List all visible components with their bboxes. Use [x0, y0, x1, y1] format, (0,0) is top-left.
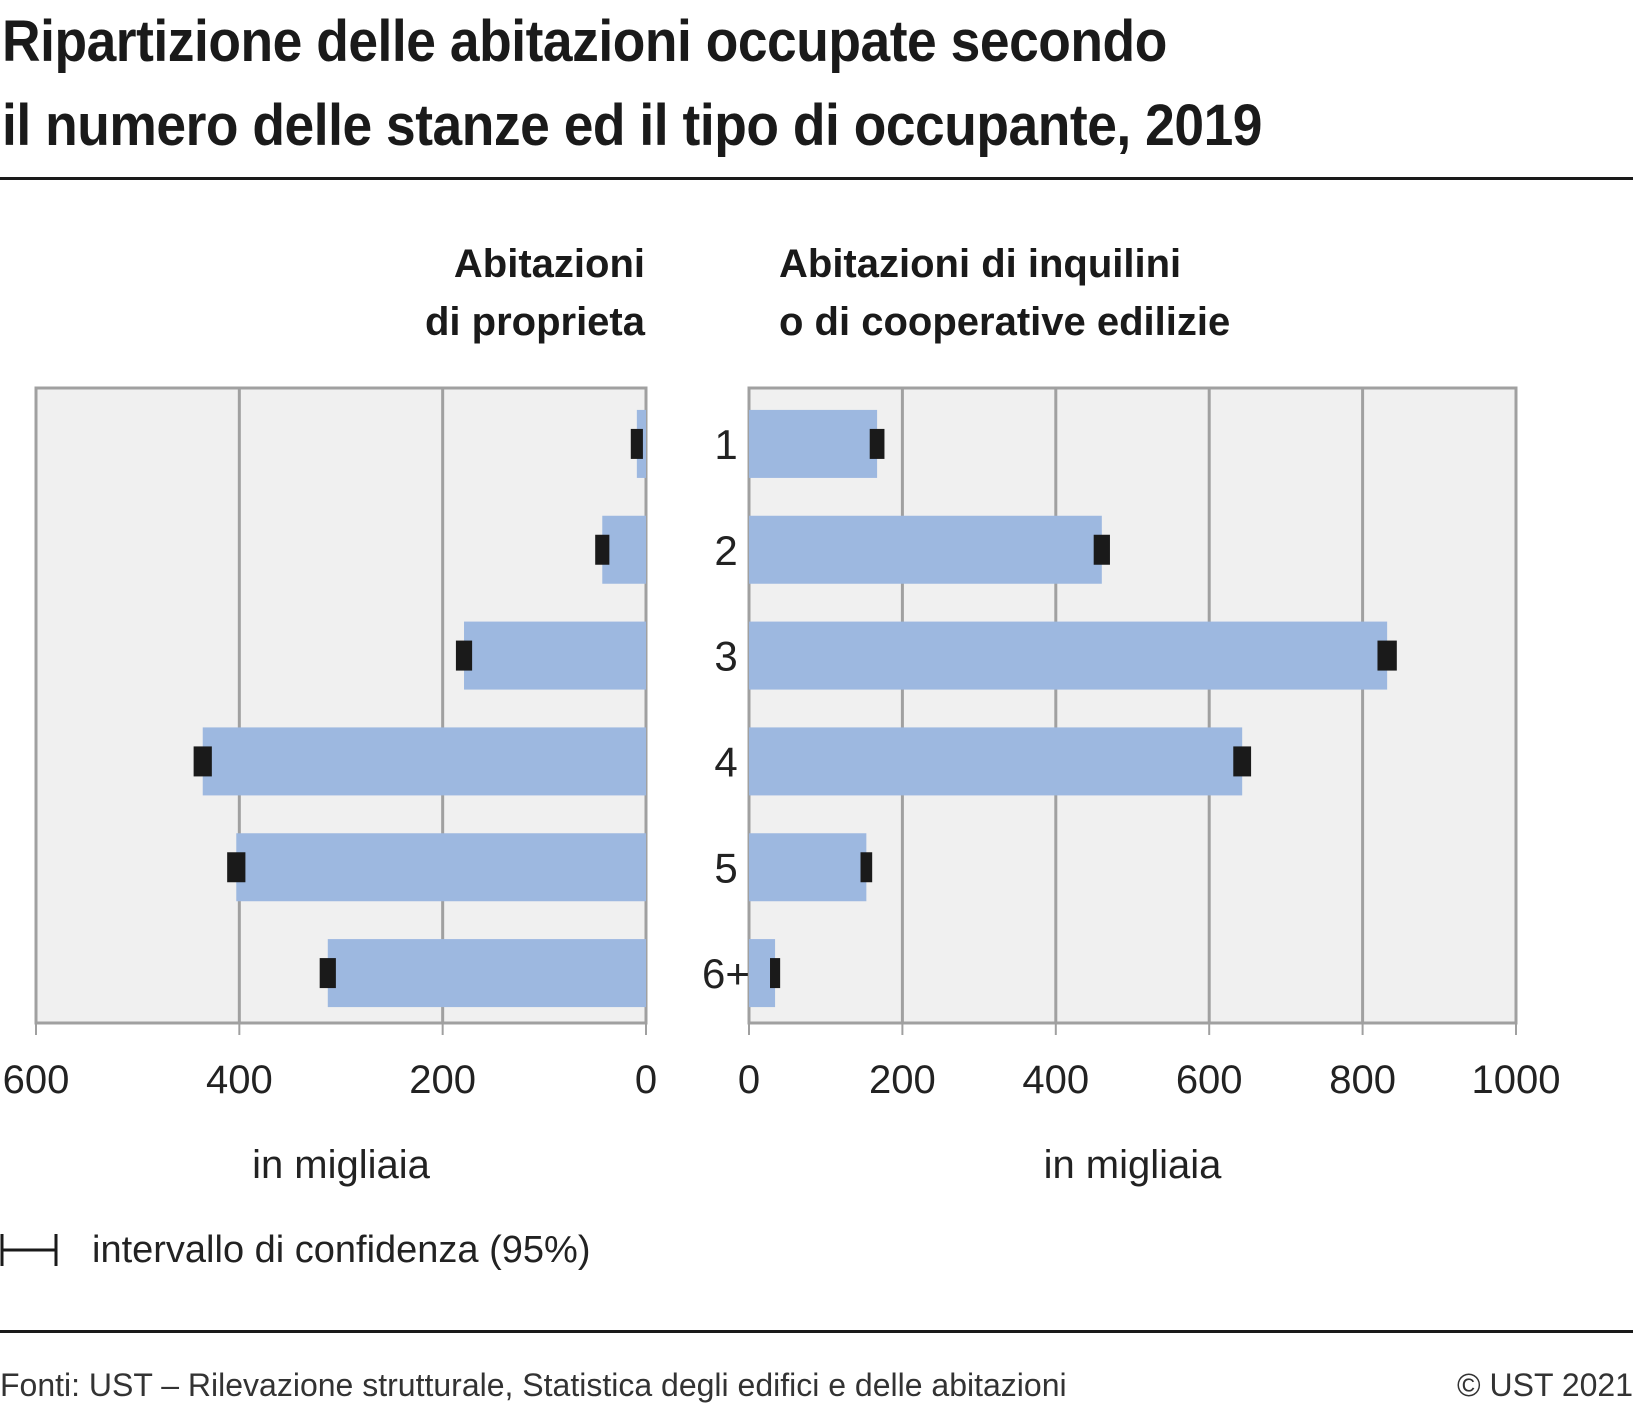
right-tick-label: 600: [1176, 1058, 1243, 1102]
left-frame: [34, 386, 648, 1025]
right-error-bar: [770, 958, 781, 989]
left-error-bar-body: [193, 746, 212, 777]
left-error-bar-body: [455, 640, 473, 671]
right-error-bar: [1093, 534, 1110, 565]
footer-source: Fonti: UST – Rilevazione strutturale, St…: [0, 1367, 1067, 1403]
right-bar: [749, 515, 1102, 584]
right-tick-label: 800: [1329, 1058, 1396, 1102]
legend: intervallo di confidenza (95%): [0, 1225, 591, 1275]
left-bar: [236, 833, 647, 902]
right-error-bar-body: [869, 428, 885, 459]
right-tick-label: 0: [738, 1058, 760, 1102]
right-tick-label: 200: [869, 1058, 936, 1102]
chart-title: Ripartizione delle abitazioni occupate s…: [2, 0, 1612, 168]
left-error-bar-body: [227, 852, 246, 883]
right-plot-area: [749, 388, 1516, 1023]
right-axis-label: in migliaia: [1044, 1143, 1223, 1187]
left-axis-label: in migliaia: [252, 1143, 431, 1187]
category-label: 3: [714, 633, 737, 680]
category-label: 6+: [702, 950, 750, 997]
left-bar: [464, 621, 646, 690]
left-error-bar: [193, 746, 212, 777]
chart-title-line1: Ripartizione delle abitazioni occupate s…: [2, 9, 1167, 74]
left-error-bar: [595, 534, 610, 565]
right-error-bar-body: [1093, 534, 1110, 565]
left-plot-area: [36, 388, 646, 1023]
category-label: 2: [714, 527, 737, 574]
right-error-bar: [1233, 746, 1252, 777]
left-bar: [327, 939, 646, 1008]
footer-copyright: © UST 2021: [1457, 1367, 1633, 1403]
left-tick-label: 400: [206, 1058, 273, 1102]
left-panel-title: Abitazioni di proprieta: [425, 235, 645, 351]
left-bar: [602, 515, 646, 584]
footer-divider: [0, 1330, 1633, 1333]
left-error-bar-body: [630, 428, 643, 459]
left-tick-label: 600: [3, 1058, 70, 1102]
right-panel: 0 200 400 600 800 1000 in migliaia: [738, 386, 1561, 1187]
right-bar: [749, 727, 1243, 796]
left-tick-label: 0: [635, 1058, 657, 1102]
category-label: 5: [714, 844, 737, 891]
right-bar: [749, 409, 878, 478]
left-error-bar: [630, 428, 643, 459]
right-tick-label: 1000: [1472, 1058, 1561, 1102]
title-divider: [0, 177, 1633, 180]
left-panel: 0 200 400 600 in migliaia: [3, 386, 657, 1187]
category-label: 4: [714, 738, 737, 785]
left-error-bar: [319, 958, 336, 989]
category-labels: 1 2 3 4 5 6+: [702, 421, 750, 997]
left-panel-title-line2: di proprieta: [424, 300, 645, 344]
left-bar: [202, 727, 646, 796]
butterfly-bar-chart: 0 200 400 600 in migliaia 0 200 400 600 800 1000 i…: [3, 386, 1561, 1187]
right-panel-title: Abitazioni di inquilini o di cooperative…: [779, 235, 1230, 351]
left-panel-title-line1: Abitazioni: [453, 242, 645, 286]
right-error-bar-body: [770, 958, 781, 989]
right-panel-title-line2: o di cooperative edilizie: [779, 300, 1231, 344]
right-error-bar-body: [1377, 640, 1397, 671]
right-frame: [747, 386, 1518, 1025]
right-error-bar: [860, 852, 873, 883]
right-error-bar-body: [860, 852, 873, 883]
left-error-bar: [455, 640, 473, 671]
confidence-interval-icon: [0, 1234, 58, 1266]
left-tick-label: 200: [409, 1058, 476, 1102]
right-bar: [749, 621, 1388, 690]
right-error-bar-body: [1233, 746, 1252, 777]
category-label: 1: [714, 421, 737, 468]
right-error-bar: [869, 428, 885, 459]
chart-title-line2: il numero delle stanze ed il tipo di occ…: [2, 93, 1263, 158]
right-tick-label: 400: [1022, 1058, 1089, 1102]
left-error-bar: [227, 852, 246, 883]
legend-label: intervallo di confidenza (95%): [92, 1228, 591, 1271]
left-error-bar-body: [595, 534, 610, 565]
right-bar: [749, 833, 867, 902]
right-error-bar: [1377, 640, 1397, 671]
right-panel-title-line1: Abitazioni di inquilini: [779, 242, 1182, 286]
left-error-bar-body: [319, 958, 336, 989]
